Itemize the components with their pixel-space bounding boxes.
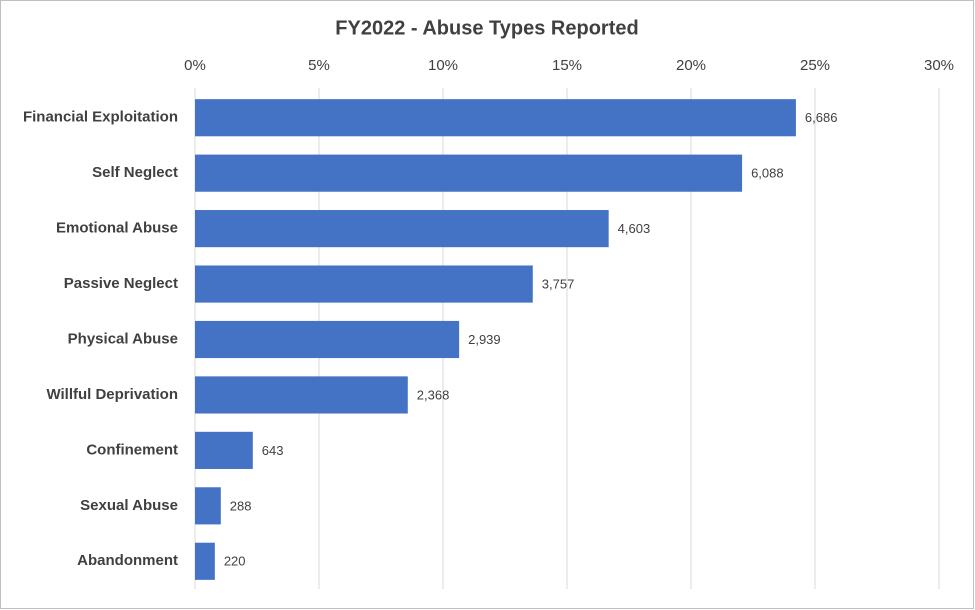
data-label: 3,757 (542, 276, 575, 291)
chart-title: FY2022 - Abuse Types Reported (335, 17, 638, 39)
y-tick-label: Confinement (86, 441, 178, 458)
x-tick-label: 5% (308, 57, 330, 74)
bar (195, 265, 533, 303)
bar (195, 99, 796, 137)
x-tick-label: 0% (184, 57, 206, 74)
data-label: 4,603 (618, 221, 651, 236)
data-label: 2,939 (468, 332, 501, 347)
bar (195, 210, 609, 248)
y-tick-label: Financial Exploitation (23, 109, 178, 126)
x-tick-label: 25% (800, 57, 830, 74)
y-tick-label: Emotional Abuse (56, 220, 178, 237)
y-tick-label: Self Neglect (92, 164, 178, 181)
bar (195, 320, 460, 359)
x-tick-label: 20% (676, 57, 706, 74)
y-tick-label: Abandonment (77, 552, 178, 569)
y-tick-label: Sexual Abuse (80, 497, 178, 514)
y-tick-label: Physical Abuse (68, 330, 178, 347)
bar (195, 542, 215, 580)
bar (195, 431, 253, 469)
data-label: 2,368 (417, 387, 450, 402)
y-tick-label: Willful Deprivation (46, 386, 178, 403)
data-label: 288 (230, 498, 252, 513)
bar (195, 376, 408, 414)
x-tick-label: 30% (924, 57, 954, 74)
y-tick-label: Passive Neglect (64, 275, 178, 292)
data-label: 6,686 (805, 110, 838, 125)
x-tick-label: 10% (428, 57, 458, 74)
data-label: 6,088 (751, 166, 784, 181)
bar (195, 487, 221, 525)
bar (195, 154, 743, 192)
data-label: 643 (262, 443, 284, 458)
data-label: 220 (224, 554, 246, 569)
x-tick-label: 15% (552, 57, 582, 74)
